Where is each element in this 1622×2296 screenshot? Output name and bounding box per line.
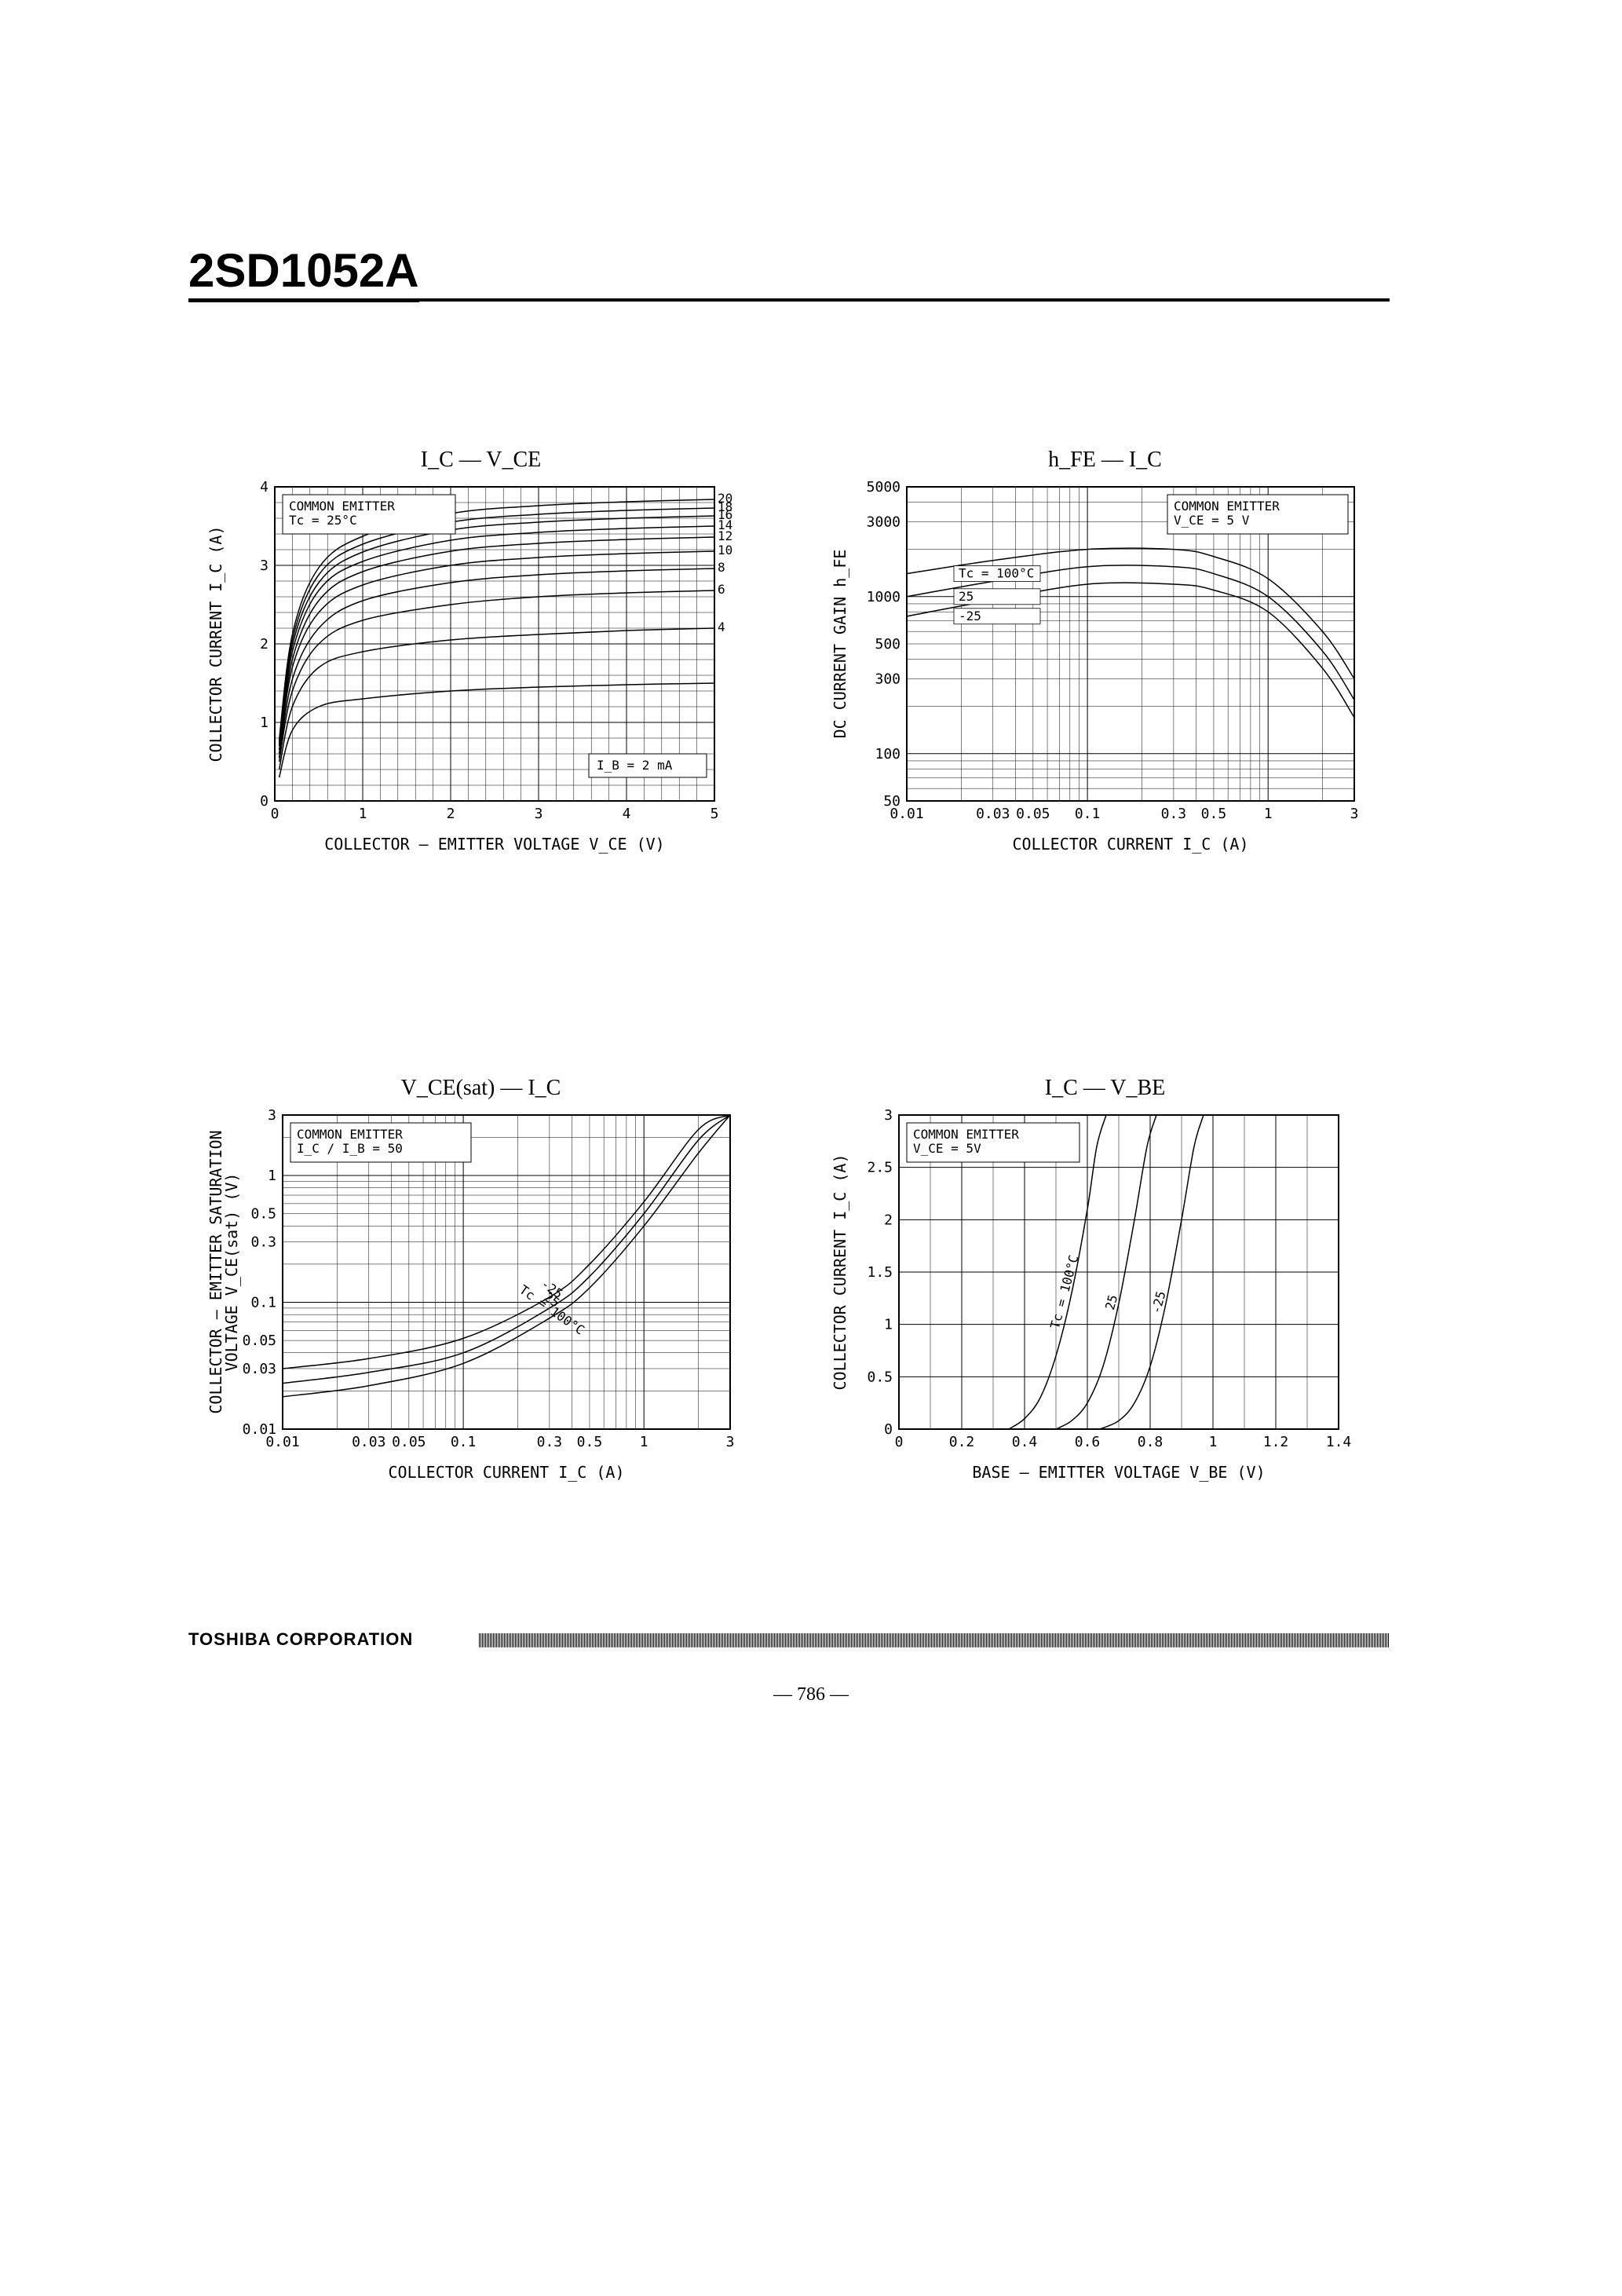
svg-text:3: 3	[535, 806, 543, 822]
svg-text:0.5: 0.5	[577, 1434, 603, 1450]
svg-text:0.3: 0.3	[1161, 806, 1187, 822]
svg-text:COLLECTOR CURRENT I_C (A): COLLECTOR CURRENT I_C (A)	[206, 525, 225, 762]
svg-text:COLLECTOR CURRENT I_C (A): COLLECTOR CURRENT I_C (A)	[1012, 835, 1248, 854]
svg-text:0.05: 0.05	[392, 1434, 426, 1450]
svg-text:0.1: 0.1	[1075, 806, 1101, 822]
svg-text:500: 500	[875, 636, 901, 653]
svg-text:25: 25	[959, 589, 974, 604]
svg-text:BASE — EMITTER VOLTAGE V_BE: BASE — EMITTER VOLTAGE V_BE (V)	[972, 1463, 1265, 1482]
svg-text:0.3: 0.3	[250, 1234, 276, 1250]
svg-text:2.5: 2.5	[867, 1160, 893, 1176]
svg-text:V_CE = 5V: V_CE = 5V	[913, 1141, 981, 1156]
svg-text:VOLTAGE V_CE(sat) (V): VOLTAGE V_CE(sat) (V)	[222, 1173, 241, 1372]
svg-text:1: 1	[884, 1317, 893, 1333]
svg-text:4: 4	[260, 479, 269, 495]
svg-text:0.2: 0.2	[949, 1434, 975, 1450]
svg-text:I_C / I_B = 50: I_C / I_B = 50	[297, 1141, 403, 1156]
svg-text:3000: 3000	[867, 514, 901, 530]
svg-text:4: 4	[623, 806, 631, 822]
svg-text:6: 6	[718, 582, 725, 597]
datasheet-page: 2SD1052A I_C — V_CE 01234501234201816141…	[0, 0, 1622, 2296]
svg-text:1.5: 1.5	[867, 1264, 893, 1281]
svg-text:0.01: 0.01	[243, 1421, 276, 1438]
header-rule	[188, 298, 1390, 302]
svg-text:COMMON EMITTER: COMMON EMITTER	[1174, 499, 1280, 514]
svg-text:COMMON EMITTER: COMMON EMITTER	[913, 1127, 1019, 1142]
svg-text:0.6: 0.6	[1075, 1434, 1101, 1450]
charts-grid: I_C — V_CE 01234501234201816141210864COM…	[204, 455, 1382, 1523]
svg-text:1: 1	[640, 1434, 648, 1450]
svg-text:0: 0	[895, 1434, 904, 1450]
svg-text:1: 1	[268, 1168, 276, 1184]
svg-text:4: 4	[718, 620, 725, 634]
svg-text:1: 1	[1209, 1434, 1218, 1450]
svg-text:1000: 1000	[867, 589, 901, 605]
footer-bar	[479, 1633, 1390, 1647]
svg-text:0.4: 0.4	[1012, 1434, 1038, 1450]
svg-text:I_B = 2 mA: I_B = 2 mA	[597, 758, 673, 773]
svg-text:COLLECTOR CURRENT I_C (A): COLLECTOR CURRENT I_C (A)	[388, 1463, 624, 1482]
svg-text:DC CURRENT GAIN h_FE: DC CURRENT GAIN h_FE	[831, 550, 849, 739]
svg-text:0: 0	[271, 806, 279, 822]
svg-text:-25: -25	[959, 609, 981, 623]
chart-ic-vce: I_C — V_CE 01234501234201816141210864COM…	[204, 455, 758, 879]
footer-brand: TOSHIBA CORPORATION	[188, 1629, 413, 1650]
svg-text:3: 3	[726, 1434, 735, 1450]
svg-text:1.2: 1.2	[1263, 1434, 1289, 1450]
svg-text:3: 3	[268, 1107, 276, 1124]
svg-text:0.05: 0.05	[1016, 806, 1050, 822]
svg-text:0.5: 0.5	[250, 1206, 276, 1223]
svg-text:0.1: 0.1	[451, 1434, 477, 1450]
svg-text:3: 3	[1350, 806, 1359, 822]
svg-text:COLLECTOR CURRENT I_C (A): COLLECTOR CURRENT I_C (A)	[831, 1153, 849, 1390]
svg-text:0: 0	[260, 793, 269, 810]
svg-text:0.3: 0.3	[537, 1434, 563, 1450]
svg-text:1: 1	[359, 806, 367, 822]
svg-text:5000: 5000	[867, 479, 901, 495]
svg-text:0.5: 0.5	[867, 1369, 893, 1385]
svg-text:50: 50	[883, 793, 901, 810]
svg-text:3: 3	[884, 1107, 893, 1124]
svg-text:0.1: 0.1	[250, 1295, 276, 1311]
svg-text:1: 1	[1264, 806, 1273, 822]
svg-text:Tc = 100°C: Tc = 100°C	[959, 566, 1034, 581]
svg-text:COMMON EMITTER: COMMON EMITTER	[289, 499, 395, 514]
svg-text:COLLECTOR — EMITTER VOLTAGE V: COLLECTOR — EMITTER VOLTAGE V_CE (V)	[324, 835, 664, 854]
svg-text:2: 2	[884, 1212, 893, 1228]
svg-text:0.03: 0.03	[976, 806, 1010, 822]
svg-text:2: 2	[447, 806, 455, 822]
svg-text:100: 100	[875, 746, 901, 762]
chart-vcesat-ic: V_CE(sat) — I_C 0.010.030.050.10.30.5130…	[204, 1084, 758, 1523]
svg-text:0.05: 0.05	[243, 1333, 276, 1349]
chart-ic-vbe: I_C — V_BE 00.20.40.60.811.21.400.511.52…	[828, 1084, 1382, 1523]
part-number: 2SD1052A	[188, 243, 419, 302]
svg-text:0.5: 0.5	[1201, 806, 1227, 822]
svg-text:0: 0	[884, 1421, 893, 1438]
svg-text:5: 5	[711, 806, 719, 822]
svg-text:COMMON EMITTER: COMMON EMITTER	[297, 1127, 403, 1142]
svg-text:1: 1	[260, 715, 269, 731]
svg-text:10: 10	[718, 543, 732, 558]
svg-text:12: 12	[718, 528, 732, 543]
svg-text:0.8: 0.8	[1138, 1434, 1164, 1450]
svg-text:1.4: 1.4	[1326, 1434, 1352, 1450]
svg-text:Tc = 25°C: Tc = 25°C	[289, 513, 357, 528]
svg-text:V_CE = 5 V: V_CE = 5 V	[1174, 513, 1250, 528]
svg-text:8: 8	[718, 560, 725, 575]
svg-text:0.03: 0.03	[352, 1434, 385, 1450]
svg-text:0.03: 0.03	[243, 1361, 276, 1377]
page-number: — 786 —	[0, 1684, 1622, 1706]
svg-text:3: 3	[260, 558, 269, 574]
svg-text:300: 300	[875, 671, 901, 687]
svg-text:2: 2	[260, 636, 269, 653]
chart-hfe-ic: h_FE — I_C 0.010.030.050.10.30.513501003…	[828, 455, 1382, 879]
